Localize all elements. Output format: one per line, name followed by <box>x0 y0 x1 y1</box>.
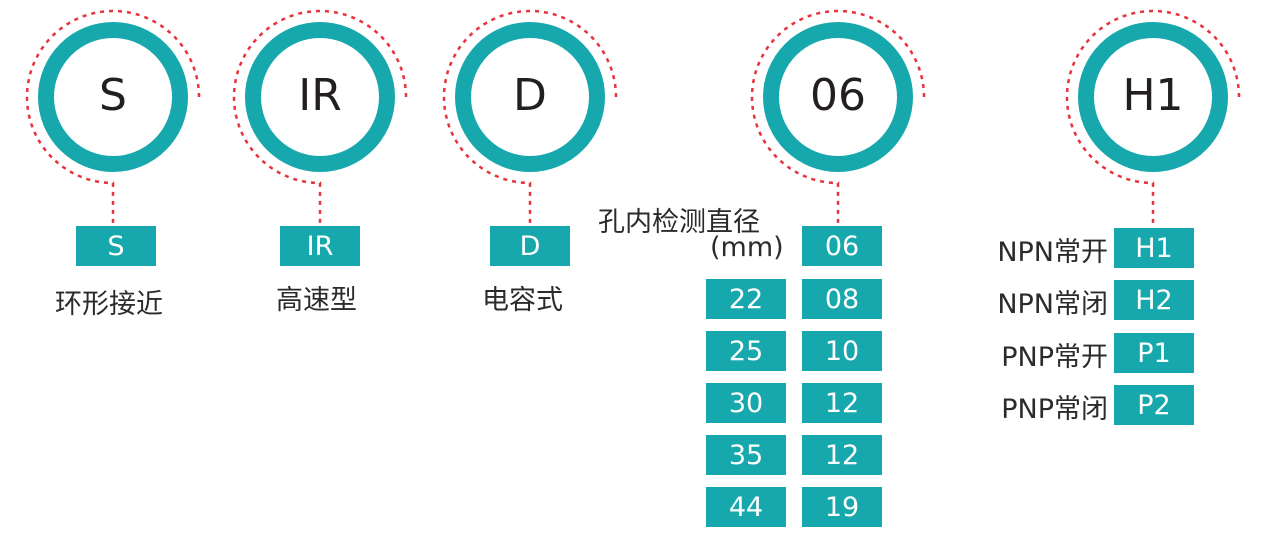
diameter-code-box: 30 <box>706 383 786 423</box>
output-type-label: NPN常开 <box>997 237 1108 268</box>
code-box: D <box>490 226 570 266</box>
output-type-label: NPN常闭 <box>997 289 1108 320</box>
code-circle-label: 06 <box>810 70 866 121</box>
diameter-header: 孔内检测直径 <box>598 207 760 238</box>
diameter-code-box: 08 <box>802 279 882 319</box>
code-ring <box>455 22 605 172</box>
output-code-box: P1 <box>1114 333 1194 373</box>
dotted-connector <box>750 9 926 225</box>
output-code-box: P2 <box>1114 385 1194 425</box>
code-box: IR <box>280 226 360 266</box>
diameter-code-box: 12 <box>802 435 882 475</box>
code-ring <box>38 22 188 172</box>
code-circle-label: S <box>99 70 127 121</box>
diameter-code-box: 22 <box>706 279 786 319</box>
code-ring <box>245 22 395 172</box>
code-description: 环形接近 <box>55 289 163 320</box>
code-circle-label: H1 <box>1122 70 1184 121</box>
code-circle-label: D <box>513 70 547 121</box>
diameter-code-box: 19 <box>802 487 882 527</box>
diameter-code-box: 10 <box>802 331 882 371</box>
output-type-label: PNP常开 <box>1001 342 1108 373</box>
dotted-connector <box>232 9 408 225</box>
diameter-code-box: 44 <box>706 487 786 527</box>
diameter-code-box: 06 <box>802 226 882 266</box>
diameter-code-box: 12 <box>802 383 882 423</box>
diameter-code-box: 35 <box>706 435 786 475</box>
output-type-label: PNP常闭 <box>1001 394 1108 425</box>
code-box: S <box>76 226 156 266</box>
dotted-connector <box>1065 9 1241 225</box>
code-ring <box>1078 22 1228 172</box>
code-description: 高速型 <box>276 285 357 316</box>
dotted-connector <box>25 9 201 225</box>
diameter-unit: (mm) <box>710 232 784 263</box>
code-description: 电容式 <box>482 285 563 316</box>
dotted-connector <box>442 9 618 225</box>
output-code-box: H2 <box>1114 280 1194 320</box>
code-circle-label: IR <box>298 70 342 121</box>
output-code-box: H1 <box>1114 228 1194 268</box>
code-ring <box>763 22 913 172</box>
diameter-code-box: 25 <box>706 331 786 371</box>
